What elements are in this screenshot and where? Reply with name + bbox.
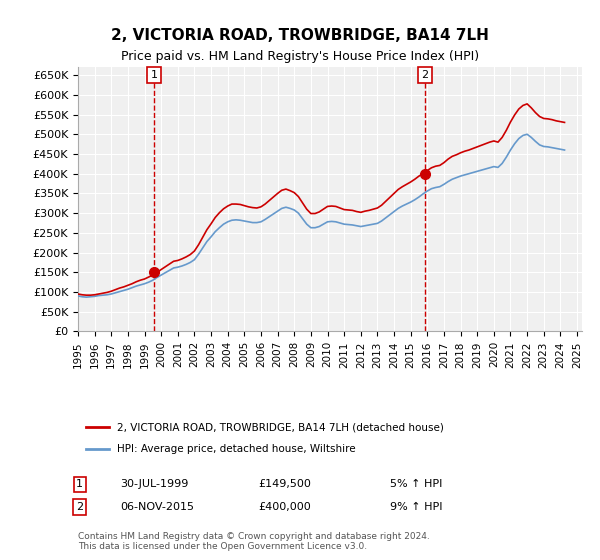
Text: 5% ↑ HPI: 5% ↑ HPI xyxy=(390,479,442,489)
Text: Price paid vs. HM Land Registry's House Price Index (HPI): Price paid vs. HM Land Registry's House … xyxy=(121,50,479,63)
Text: 06-NOV-2015: 06-NOV-2015 xyxy=(120,502,194,512)
Text: 1: 1 xyxy=(76,479,83,489)
Text: 2: 2 xyxy=(76,502,83,512)
Text: Contains HM Land Registry data © Crown copyright and database right 2024.
This d: Contains HM Land Registry data © Crown c… xyxy=(78,532,430,552)
Text: 2, VICTORIA ROAD, TROWBRIDGE, BA14 7LH: 2, VICTORIA ROAD, TROWBRIDGE, BA14 7LH xyxy=(111,28,489,43)
Text: 1: 1 xyxy=(151,70,158,80)
Text: £149,500: £149,500 xyxy=(258,479,311,489)
Text: 2, VICTORIA ROAD, TROWBRIDGE, BA14 7LH (detached house): 2, VICTORIA ROAD, TROWBRIDGE, BA14 7LH (… xyxy=(117,422,444,432)
Text: 2: 2 xyxy=(421,70,428,80)
Text: HPI: Average price, detached house, Wiltshire: HPI: Average price, detached house, Wilt… xyxy=(117,445,356,455)
Text: £400,000: £400,000 xyxy=(258,502,311,512)
Text: 30-JUL-1999: 30-JUL-1999 xyxy=(120,479,188,489)
Text: 9% ↑ HPI: 9% ↑ HPI xyxy=(390,502,443,512)
